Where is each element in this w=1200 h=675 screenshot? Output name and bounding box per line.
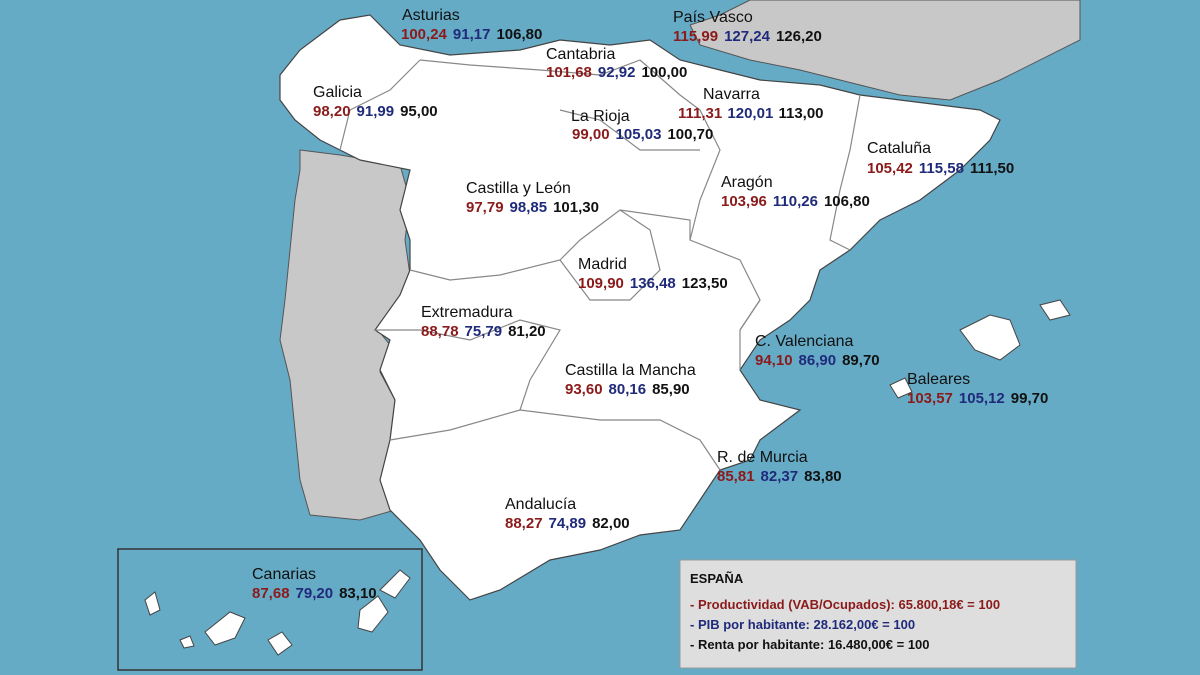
value-pib: 74,89 xyxy=(549,515,587,532)
value-pib: 110,26 xyxy=(773,193,818,210)
region-values: 109,90 136,48 123,50 xyxy=(578,275,728,292)
value-pib: 136,48 xyxy=(630,275,676,292)
spain xyxy=(279,14,1001,601)
value-productividad: 111,31 xyxy=(678,105,722,122)
value-productividad: 97,79 xyxy=(466,199,504,216)
value-productividad: 99,00 xyxy=(572,126,610,143)
value-renta: 126,20 xyxy=(776,28,822,45)
region-values: 87,68 79,20 83,10 xyxy=(252,585,377,602)
value-productividad: 93,60 xyxy=(565,381,603,398)
value-productividad: 105,42 xyxy=(867,160,913,177)
value-renta: 100,00 xyxy=(641,64,687,81)
region-values: 93,60 80,16 85,90 xyxy=(565,381,690,398)
region-name: Aragón xyxy=(721,174,773,191)
region-name: Madrid xyxy=(578,256,627,273)
value-pib: 98,85 xyxy=(510,199,548,216)
baleares-islands xyxy=(889,299,1071,399)
region-values: 103,96 110,26 106,80 xyxy=(721,193,870,210)
legend-renta: - Renta por habitante: 16.480,00€ = 100 xyxy=(690,637,930,652)
value-productividad: 88,78 xyxy=(421,323,459,340)
value-productividad: 115,99 xyxy=(673,28,718,45)
value-pib: 91,17 xyxy=(453,26,491,43)
value-pib: 75,79 xyxy=(465,323,503,340)
value-renta: 111,50 xyxy=(970,160,1014,177)
value-renta: 106,80 xyxy=(496,26,542,43)
value-renta: 82,00 xyxy=(592,515,630,532)
value-renta: 95,00 xyxy=(400,103,438,120)
value-pib: 105,12 xyxy=(959,390,1005,407)
value-pib: 105,03 xyxy=(616,126,662,143)
region-name: C. Valenciana xyxy=(755,333,854,350)
region-values: 94,10 86,90 89,70 xyxy=(755,352,880,369)
value-pib: 120,01 xyxy=(727,105,773,122)
region-name: Cantabria xyxy=(546,46,615,63)
value-renta: 83,10 xyxy=(339,585,377,602)
value-renta: 81,20 xyxy=(508,323,546,340)
value-productividad: 103,96 xyxy=(721,193,767,210)
region-values: 103,57 105,12 99,70 xyxy=(907,390,1048,407)
value-renta: 113,00 xyxy=(778,105,823,122)
france xyxy=(689,0,1081,101)
value-pib: 92,92 xyxy=(598,64,636,81)
value-pib: 86,90 xyxy=(799,352,837,369)
value-pib: 79,20 xyxy=(296,585,334,602)
region-name: Castilla y León xyxy=(466,180,571,197)
value-pib: 127,24 xyxy=(724,28,771,45)
value-productividad: 98,20 xyxy=(313,103,351,120)
region-values: 99,00 105,03 100,70 xyxy=(572,126,713,143)
value-productividad: 100,24 xyxy=(401,26,448,43)
value-pib: 80,16 xyxy=(609,381,647,398)
value-pib: 91,99 xyxy=(357,103,395,120)
region-values: 111,31 120,01 113,00 xyxy=(678,105,824,122)
legend-box xyxy=(679,559,1077,669)
value-renta: 89,70 xyxy=(842,352,880,369)
value-productividad: 109,90 xyxy=(578,275,624,292)
region-values: 88,78 75,79 81,20 xyxy=(421,323,546,340)
region-values: 98,20 91,99 95,00 xyxy=(313,103,438,120)
value-productividad: 87,68 xyxy=(252,585,290,602)
region-name: Asturias xyxy=(402,7,460,24)
region-name: Cataluña xyxy=(867,140,931,157)
region-values: 85,81 82,37 83,80 xyxy=(717,468,842,485)
region-values: 105,42 115,58 111,50 xyxy=(867,160,1014,177)
value-productividad: 94,10 xyxy=(755,352,793,369)
region-name: R. de Murcia xyxy=(717,449,808,466)
value-renta: 101,30 xyxy=(553,199,599,216)
value-renta: 99,70 xyxy=(1011,390,1049,407)
region-values: 101,68 92,92 100,00 xyxy=(546,64,687,81)
legend-title: ESPAÑA xyxy=(690,571,744,586)
region-values: 97,79 98,85 101,30 xyxy=(466,199,599,216)
region-name: Extremadura xyxy=(421,304,513,321)
value-productividad: 101,68 xyxy=(546,64,592,81)
value-renta: 83,80 xyxy=(804,468,842,485)
region-values: 88,27 74,89 82,00 xyxy=(505,515,630,532)
value-pib: 82,37 xyxy=(761,468,799,485)
region-name: Baleares xyxy=(907,371,970,388)
legend-productividad: - Productividad (VAB/Ocupados): 65.800,1… xyxy=(690,597,1000,612)
region-name: País Vasco xyxy=(673,9,753,26)
region-name: La Rioja xyxy=(571,108,630,125)
value-renta: 85,90 xyxy=(652,381,690,398)
legend-pib: - PIB por habitante: 28.162,00€ = 100 xyxy=(690,617,915,632)
value-productividad: 88,27 xyxy=(505,515,543,532)
region-name: Canarias xyxy=(252,566,316,583)
region-name: Andalucía xyxy=(505,496,576,513)
region-name: Castilla la Mancha xyxy=(565,362,696,379)
value-renta: 123,50 xyxy=(682,275,728,292)
region-values: 100,24 91,17 106,80 xyxy=(401,26,542,43)
value-renta: 106,80 xyxy=(824,193,870,210)
value-renta: 100,70 xyxy=(667,126,713,143)
value-productividad: 85,81 xyxy=(717,468,755,485)
value-productividad: 103,57 xyxy=(907,390,953,407)
region-name: Galicia xyxy=(313,84,362,101)
value-pib: 115,58 xyxy=(919,160,964,177)
canarias-islands xyxy=(144,569,411,656)
canarias-inset xyxy=(117,548,423,671)
region-borders xyxy=(339,59,861,471)
region-name: Navarra xyxy=(703,86,760,103)
region-labels: Asturias 100,24 91,17 106,80 País Vasco 115,9… xyxy=(252,7,1048,602)
region-values: 115,99 127,24 126,20 xyxy=(673,28,822,45)
